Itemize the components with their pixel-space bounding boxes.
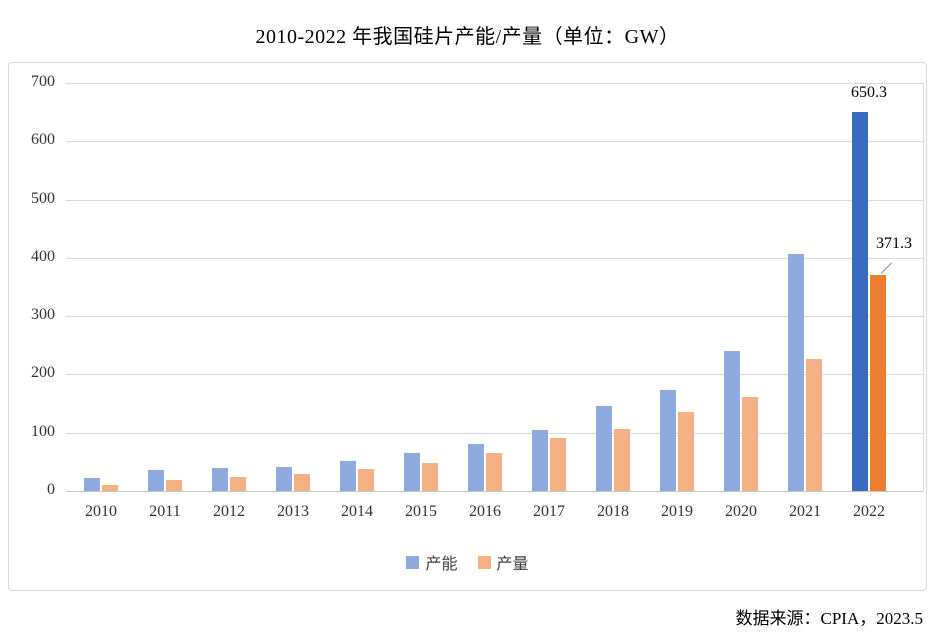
x-tick-label: 2021	[789, 503, 821, 520]
legend-label-production: 产量	[496, 556, 529, 573]
x-tick-label: 2016	[469, 503, 501, 520]
y-tick-label: 600	[31, 131, 55, 149]
source-note: 数据来源：CPIA，2023.5	[735, 609, 923, 628]
gridline-700	[66, 83, 923, 84]
bar-production-2014	[358, 468, 374, 491]
bar-production-2021	[806, 358, 822, 491]
bar-capacity-2017	[532, 429, 548, 491]
bar-production-2022	[870, 274, 886, 491]
bar-capacity-2010	[84, 477, 100, 491]
data-label-capacity: 650.3	[851, 83, 887, 101]
bar-capacity-2022	[852, 111, 868, 491]
bar-capacity-2019	[660, 390, 676, 491]
gridline-300	[66, 316, 923, 318]
y-tick-label: 700	[31, 73, 55, 90]
bar-capacity-2014	[340, 461, 356, 491]
gridline-100	[66, 432, 923, 434]
gridline-600	[66, 141, 923, 143]
x-tick-label: 2014	[341, 503, 373, 520]
bar-capacity-2016	[468, 443, 484, 491]
bar-production-2020	[742, 396, 758, 491]
x-tick-label: 2010	[85, 503, 117, 520]
bar-production-2013	[294, 473, 310, 491]
y-tick-label: 100	[31, 422, 55, 440]
data-label-production: 371.3	[876, 234, 912, 252]
y-tick-label: 500	[31, 189, 55, 207]
bar-production-2019	[678, 412, 694, 491]
bar-capacity-2011	[148, 470, 164, 491]
x-tick-label: 2015	[405, 503, 437, 520]
legend-swatch-capacity	[406, 555, 420, 569]
bar-capacity-2012	[212, 467, 228, 491]
x-tick-label: 2017	[533, 503, 565, 520]
y-tick-label: 200	[31, 364, 55, 382]
annotation-leader-line	[880, 262, 892, 274]
x-tick-label: 2019	[661, 503, 693, 520]
y-tick-label: 400	[31, 247, 55, 265]
bar-production-2011	[166, 479, 182, 491]
gridline-200	[66, 374, 923, 376]
bar-production-2016	[486, 453, 502, 491]
y-tick-label: 0	[47, 481, 55, 498]
x-tick-label: 2022	[853, 503, 885, 520]
legend: 产能 产量	[9, 550, 926, 574]
gridline-500	[66, 199, 923, 201]
bar-production-2017	[550, 437, 566, 491]
chart-frame: 650.3 371.3 产能 产量 0 100 200 300 400 500 600 700 2…	[8, 62, 927, 591]
x-tick-label: 2013	[277, 503, 309, 520]
bar-capacity-2015	[404, 453, 420, 491]
x-tick-label: 2020	[725, 503, 757, 520]
x-tick-label: 2018	[597, 503, 629, 520]
bar-capacity-2018	[596, 405, 612, 491]
x-tick-label: 2012	[213, 503, 245, 520]
legend-swatch-production	[477, 555, 491, 569]
bar-production-2015	[422, 463, 438, 491]
gridline-0	[66, 491, 923, 492]
bar-capacity-2013	[276, 467, 292, 491]
chart-title: 2010-2022 年我国硅片产能/产量（单位：GW）	[255, 26, 680, 48]
bar-production-2018	[614, 429, 630, 491]
x-tick-label: 2011	[149, 503, 181, 520]
plot-area: 650.3 371.3	[66, 83, 924, 492]
bar-capacity-2021	[788, 253, 804, 491]
bar-production-2010	[102, 484, 118, 491]
legend-label-capacity: 产能	[425, 556, 458, 573]
y-tick-label: 300	[31, 306, 55, 324]
bar-capacity-2020	[724, 351, 740, 491]
gridline-400	[66, 257, 923, 259]
bar-production-2012	[230, 477, 246, 491]
